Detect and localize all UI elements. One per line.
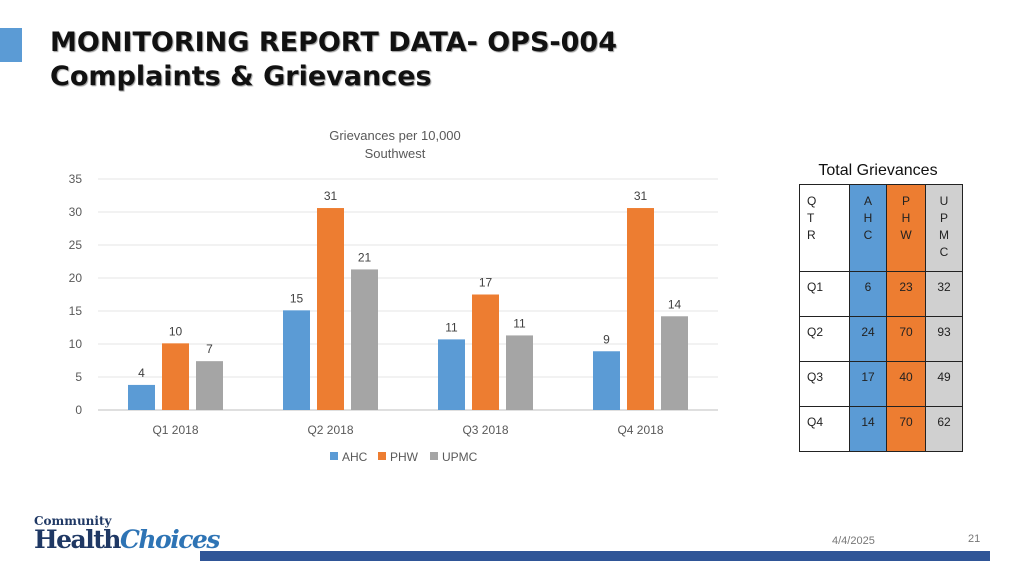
legend-swatch-ahc — [330, 452, 338, 460]
x-tick-label: Q2 2018 — [307, 423, 353, 437]
footer-bar — [200, 551, 990, 561]
y-tick-label: 15 — [69, 304, 83, 318]
y-tick-label: 5 — [75, 370, 82, 384]
bar-ahc — [283, 310, 310, 410]
table-cell: 49 — [925, 361, 963, 407]
data-label: 17 — [479, 276, 493, 290]
y-tick-label: 0 — [75, 403, 82, 417]
logo-main-text: HealthChoices — [34, 525, 220, 554]
logo-top-text: Community — [34, 514, 112, 528]
chart-title-block: Grievances per 10,000 Southwest — [290, 127, 500, 163]
bar-upmc — [506, 335, 533, 410]
total-grievances-table: Q T R A H C P H W U P M C Q1 6 23 32 Q2 24 70 93 Q3 17 40 49 Q4 14… — [799, 184, 963, 452]
data-label: 10 — [169, 324, 183, 338]
x-tick-label: Q3 2018 — [462, 423, 508, 437]
bar-phw — [472, 294, 499, 410]
data-label: 31 — [324, 189, 338, 203]
legend-label: UPMC — [442, 450, 478, 464]
table-cell: 6 — [849, 271, 887, 317]
data-label: 11 — [445, 320, 458, 334]
table-row: Q3 17 40 49 — [799, 361, 963, 407]
bar-phw — [162, 343, 189, 410]
legend-swatch-upmc — [430, 452, 438, 460]
slide-date: 4/4/2025 — [832, 535, 875, 547]
table-cell: 14 — [849, 406, 887, 452]
table-cell: 70 — [886, 406, 926, 452]
data-label: 11 — [513, 316, 526, 330]
bar-ahc — [438, 339, 465, 410]
bar-upmc — [351, 269, 378, 410]
table-row: Q2 24 70 93 — [799, 316, 963, 362]
legend-label: AHC — [342, 450, 368, 464]
data-label: 21 — [358, 250, 372, 264]
y-tick-label: 20 — [69, 271, 83, 285]
bar-upmc — [196, 361, 223, 410]
data-label: 4 — [138, 366, 145, 380]
table-cell: 23 — [886, 271, 926, 317]
data-label: 31 — [634, 189, 648, 203]
y-tick-label: 10 — [69, 337, 83, 351]
table-cell: 93 — [925, 316, 963, 362]
table-cell: Q3 — [799, 361, 850, 407]
logo-choices: Choices — [119, 525, 220, 554]
table-cell: Q1 — [799, 271, 850, 317]
y-tick-label: 25 — [69, 238, 83, 252]
y-tick-label: 30 — [69, 205, 83, 219]
x-tick-label: Q1 2018 — [152, 423, 198, 437]
title-line-2: Complaints & Grievances — [50, 61, 432, 92]
chart-subtitle: Southwest — [364, 146, 426, 161]
table-cell: 32 — [925, 271, 963, 317]
slide-title: MONITORING REPORT DATA- OPS-004 Complain… — [50, 26, 617, 94]
table-cell: Q2 — [799, 316, 850, 362]
data-label: 14 — [668, 297, 682, 311]
table-row: Q4 14 70 62 — [799, 406, 963, 452]
chart-title: Grievances per 10,000 — [329, 128, 461, 143]
legend-label: PHW — [390, 450, 419, 464]
table-cell: 70 — [886, 316, 926, 362]
data-label: 7 — [206, 342, 213, 356]
table-cell: 62 — [925, 406, 963, 452]
community-health-choices-logo: Community HealthChoices — [34, 514, 220, 560]
table-cell: Q4 — [799, 406, 850, 452]
x-tick-label: Q4 2018 — [617, 423, 663, 437]
bar-ahc — [593, 351, 620, 410]
table-cell: 17 — [849, 361, 887, 407]
bar-upmc — [661, 316, 688, 410]
table-cell: 40 — [886, 361, 926, 407]
data-label: 9 — [603, 332, 610, 346]
bar-phw — [627, 208, 654, 410]
logo-health: Health — [34, 525, 121, 554]
bar-chart: 0 5 10 15 20 25 30 35 Q1 2018 4 10 7 Q2 2018 15 31 21 Q3… — [69, 172, 718, 464]
table-title: Total Grievances — [818, 162, 938, 179]
bar-ahc — [128, 384, 155, 410]
accent-square — [0, 28, 22, 62]
y-tick-label: 35 — [69, 172, 83, 186]
title-line-1: MONITORING REPORT DATA- OPS-004 — [50, 27, 617, 58]
page-number: 21 — [968, 533, 981, 545]
table-row: Q1 6 23 32 — [799, 271, 963, 317]
table-cell: 24 — [849, 316, 887, 362]
bar-phw — [317, 208, 344, 410]
legend-swatch-phw — [378, 452, 386, 460]
data-label: 15 — [290, 291, 304, 305]
